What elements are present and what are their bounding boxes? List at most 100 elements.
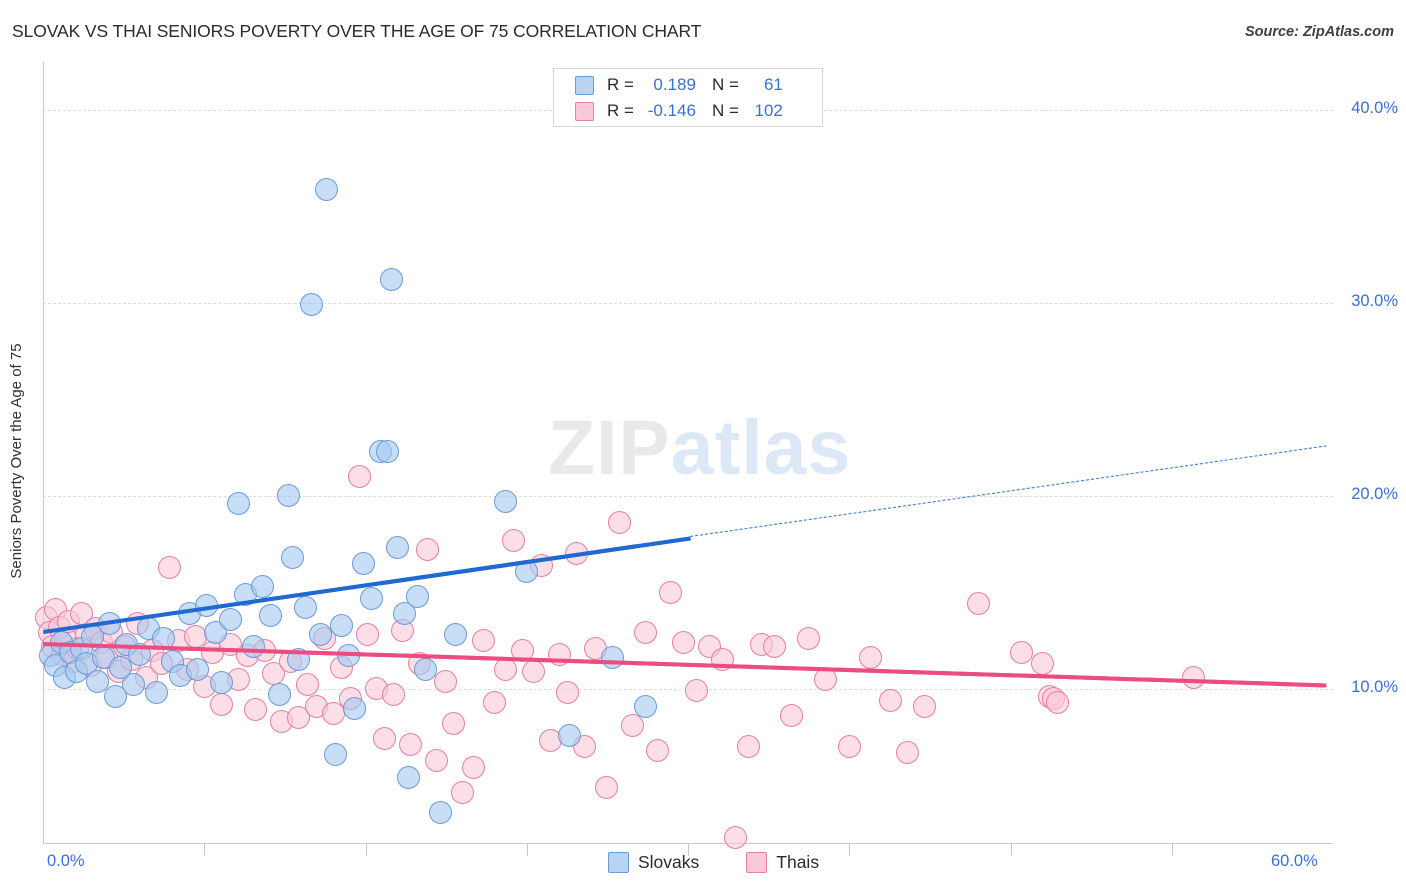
data-point-thais[interactable] (779, 704, 803, 728)
data-point-thais[interactable] (433, 669, 457, 693)
data-point-thais[interactable] (710, 648, 734, 672)
correlation-stats-legend: R = 0.189 N = 61 R = -0.146 N = 102 (553, 68, 823, 127)
data-point-thais[interactable] (1031, 652, 1055, 676)
data-point-slovaks[interactable] (330, 613, 354, 637)
data-point-thais[interactable] (381, 683, 405, 706)
data-point-thais[interactable] (607, 511, 631, 535)
data-point-thais[interactable] (347, 465, 371, 489)
data-point-thais[interactable] (685, 679, 709, 703)
data-point-slovaks[interactable] (186, 657, 210, 681)
data-point-slovaks[interactable] (80, 625, 104, 649)
data-point-thais[interactable] (913, 694, 936, 718)
data-point-slovaks[interactable] (268, 683, 291, 706)
data-point-thais[interactable] (493, 657, 517, 681)
data-point-slovaks[interactable] (86, 669, 110, 693)
data-point-thais[interactable] (244, 698, 268, 722)
data-point-slovaks[interactable] (336, 644, 360, 668)
data-point-thais[interactable] (672, 630, 696, 654)
data-point-slovaks[interactable] (194, 594, 218, 618)
data-point-slovaks[interactable] (601, 646, 625, 670)
data-point-thais[interactable] (736, 735, 760, 759)
data-point-slovaks[interactable] (414, 657, 438, 681)
data-point-thais[interactable] (1009, 640, 1033, 664)
data-point-slovaks[interactable] (250, 575, 274, 599)
data-point-thais[interactable] (796, 627, 820, 651)
data-point-thais[interactable] (209, 692, 233, 716)
data-point-slovaks[interactable] (300, 293, 324, 317)
data-point-thais[interactable] (450, 781, 474, 805)
data-point-thais[interactable] (814, 667, 838, 691)
data-point-thais[interactable] (659, 580, 683, 604)
data-point-slovaks[interactable] (209, 671, 233, 695)
data-point-thais[interactable] (556, 681, 580, 705)
data-point-slovaks[interactable] (558, 723, 582, 747)
data-point-slovaks[interactable] (515, 559, 539, 583)
data-point-slovaks[interactable] (351, 551, 375, 575)
data-point-slovaks[interactable] (259, 603, 283, 627)
data-point-slovaks[interactable] (392, 602, 416, 626)
data-point-slovaks[interactable] (315, 177, 339, 201)
data-point-thais[interactable] (1046, 690, 1070, 714)
data-point-thais[interactable] (461, 756, 485, 780)
data-point-slovaks[interactable] (203, 621, 227, 645)
data-point-slovaks[interactable] (493, 490, 517, 514)
data-point-thais[interactable] (762, 634, 786, 658)
data-point-slovaks[interactable] (444, 623, 468, 647)
data-point-thais[interactable] (547, 642, 571, 666)
data-point-slovaks[interactable] (633, 694, 657, 718)
legend-item-thais[interactable]: Thais (746, 852, 819, 873)
data-point-thais[interactable] (502, 528, 526, 552)
data-point-thais[interactable] (521, 659, 545, 683)
data-point-slovaks[interactable] (108, 656, 132, 680)
data-point-thais[interactable] (723, 825, 747, 849)
data-point-thais[interactable] (510, 638, 534, 662)
data-point-slovaks[interactable] (128, 642, 152, 666)
data-point-slovaks[interactable] (145, 681, 169, 705)
page-title: SLOVAK VS THAI SENIORS POVERTY OVER THE … (12, 21, 702, 41)
data-point-slovaks[interactable] (323, 742, 347, 766)
data-point-thais[interactable] (399, 733, 423, 757)
data-point-thais[interactable] (483, 690, 506, 714)
data-point-slovaks[interactable] (103, 684, 127, 708)
data-point-thais[interactable] (424, 748, 448, 772)
data-point-thais[interactable] (472, 629, 496, 653)
data-point-slovaks[interactable] (386, 536, 410, 560)
data-point-thais[interactable] (373, 727, 397, 751)
data-point-slovaks[interactable] (218, 607, 242, 631)
data-point-slovaks[interactable] (293, 596, 317, 620)
data-point-thais[interactable] (356, 623, 380, 647)
data-point-thais[interactable] (1181, 665, 1205, 689)
data-point-thais[interactable] (287, 706, 311, 730)
data-point-slovaks[interactable] (151, 627, 175, 651)
data-point-thais[interactable] (895, 740, 919, 764)
data-point-slovaks[interactable] (98, 611, 122, 635)
data-point-thais[interactable] (416, 538, 440, 562)
data-point-thais[interactable] (620, 713, 644, 737)
legend-item-slovaks[interactable]: Slovaks (608, 852, 699, 873)
data-point-thais[interactable] (633, 621, 657, 645)
data-point-slovaks[interactable] (308, 623, 332, 647)
data-point-slovaks[interactable] (429, 800, 453, 824)
data-point-slovaks[interactable] (287, 648, 311, 672)
data-point-thais[interactable] (295, 673, 319, 697)
data-point-slovaks[interactable] (343, 696, 367, 720)
data-point-slovaks[interactable] (242, 634, 266, 658)
data-point-slovaks[interactable] (121, 673, 145, 697)
data-point-thais[interactable] (837, 735, 861, 759)
data-point-slovaks[interactable] (375, 440, 399, 464)
data-point-thais[interactable] (878, 688, 902, 712)
data-point-thais[interactable] (442, 711, 466, 735)
data-point-slovaks[interactable] (397, 765, 420, 789)
data-point-thais[interactable] (158, 555, 182, 579)
data-point-slovaks[interactable] (227, 492, 251, 516)
data-point-thais[interactable] (594, 775, 618, 799)
data-point-thais[interactable] (859, 646, 883, 670)
data-point-slovaks[interactable] (379, 268, 403, 292)
data-point-thais[interactable] (966, 592, 990, 616)
data-point-slovaks[interactable] (276, 484, 300, 508)
data-point-thais[interactable] (564, 542, 588, 566)
data-point-slovaks[interactable] (360, 586, 384, 610)
data-point-thais[interactable] (646, 738, 670, 762)
data-point-slovaks[interactable] (405, 584, 429, 608)
data-point-slovaks[interactable] (280, 546, 304, 570)
